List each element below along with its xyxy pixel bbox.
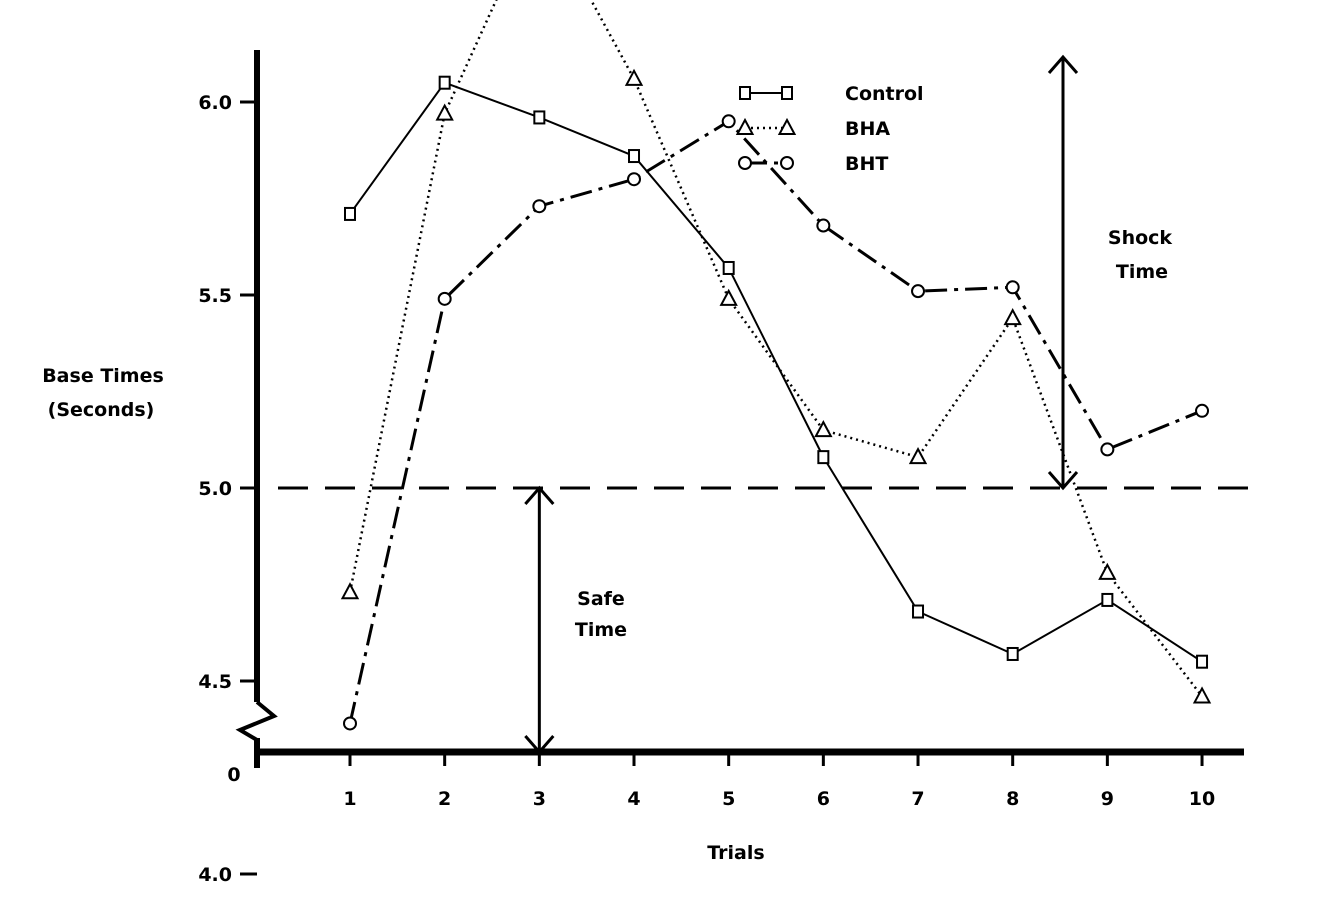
point-control-7 bbox=[912, 604, 925, 619]
shock-time-arrow-head-top bbox=[1047, 54, 1079, 74]
y-tick-label-6.0: 6.0 bbox=[198, 92, 232, 114]
x-tick-label-5: 5 bbox=[722, 788, 735, 810]
series-bht bbox=[343, 114, 1210, 731]
x-tick-label-9: 9 bbox=[1101, 788, 1114, 810]
axes bbox=[235, 50, 1244, 768]
y-tick-label-4.5: 4.5 bbox=[198, 671, 232, 693]
shock-time-label-line-1: Shock bbox=[1108, 227, 1173, 249]
point-bha-7 bbox=[908, 447, 928, 465]
safe-time-arrow bbox=[524, 485, 555, 755]
point-bht-7 bbox=[911, 284, 926, 299]
point-bht-10 bbox=[1195, 403, 1210, 418]
x-tick-label-10: 10 bbox=[1189, 788, 1215, 810]
point-bha-6 bbox=[814, 419, 833, 438]
legend-marker-bht-right bbox=[780, 156, 794, 170]
origin-label: 0 bbox=[227, 764, 240, 786]
point-control-6 bbox=[817, 450, 830, 465]
legend-label-bht: BHT bbox=[845, 153, 888, 175]
y-tick-label-4.0: 4.0 bbox=[198, 864, 232, 886]
point-control-1 bbox=[344, 206, 356, 221]
x-tick-label-7: 7 bbox=[911, 788, 924, 810]
series-line-bht bbox=[348, 119, 1203, 724]
point-bht-5 bbox=[721, 114, 736, 129]
legend-marker-bht-left bbox=[738, 156, 752, 170]
point-bha-10 bbox=[1192, 686, 1212, 704]
point-bha-2 bbox=[435, 103, 454, 121]
x-tick-label-4: 4 bbox=[627, 788, 640, 810]
safe-time-label-line-2: Time bbox=[575, 619, 627, 641]
legend-label-control: Control bbox=[845, 83, 924, 105]
y-ticks: 4.04.55.05.56.06.57.0 bbox=[198, 92, 257, 886]
point-control-2 bbox=[438, 75, 451, 90]
shock-time-arrow bbox=[1047, 54, 1079, 491]
x-tick-label-1: 1 bbox=[343, 788, 356, 810]
point-bha-4 bbox=[624, 68, 644, 86]
x-ticks: 1 2 3 4 5 6 7 8 9 10 bbox=[343, 752, 1215, 810]
series-layer bbox=[340, 0, 1212, 731]
y-axis-label-line-1: Base Times bbox=[42, 365, 164, 387]
shock-time-arrow-head-bottom bbox=[1047, 471, 1079, 491]
shock-time-label-line-2: Time bbox=[1116, 261, 1168, 283]
safe-time-arrow-head-top bbox=[524, 485, 555, 505]
x-tick-label-6: 6 bbox=[817, 788, 830, 810]
series-line-bha bbox=[348, 0, 1204, 698]
series-control bbox=[344, 75, 1209, 669]
y-axis-break-icon bbox=[235, 700, 278, 742]
point-bht-9 bbox=[1100, 442, 1115, 457]
point-control-10 bbox=[1196, 654, 1209, 669]
legend-marker-control-left bbox=[739, 86, 751, 100]
legend-marker-bha-left bbox=[735, 117, 755, 135]
legend-marker-bha-right bbox=[777, 117, 797, 135]
legend-label-bha: BHA bbox=[845, 118, 890, 140]
x-axis-label: Trials bbox=[707, 842, 764, 864]
series-line-control bbox=[349, 81, 1203, 663]
x-tick-label-3: 3 bbox=[533, 788, 546, 810]
point-control-5 bbox=[722, 260, 735, 275]
y-tick-label-5.0: 5.0 bbox=[198, 478, 232, 500]
point-control-8 bbox=[1006, 646, 1019, 661]
point-bht-8 bbox=[1005, 280, 1020, 295]
point-bha-5 bbox=[719, 288, 738, 306]
legend-marker-control-right bbox=[781, 86, 793, 100]
point-bha-9 bbox=[1098, 562, 1117, 580]
point-bha-8 bbox=[1003, 308, 1022, 326]
point-control-3 bbox=[533, 110, 546, 125]
point-bht-4 bbox=[627, 172, 642, 187]
point-control-9 bbox=[1101, 592, 1114, 607]
safe-time-label-line-1: Safe bbox=[577, 588, 625, 610]
point-bht-2 bbox=[437, 291, 452, 306]
point-control-4 bbox=[628, 149, 641, 164]
x-tick-label-8: 8 bbox=[1006, 788, 1019, 810]
series-bha bbox=[340, 0, 1212, 704]
point-bht-6 bbox=[816, 218, 831, 233]
y-axis-label-line-2: (Seconds) bbox=[48, 399, 155, 421]
y-tick-label-5.5: 5.5 bbox=[198, 285, 232, 307]
x-tick-label-2: 2 bbox=[438, 788, 451, 810]
legend: Control BHA BHT bbox=[735, 83, 924, 175]
point-bht-3 bbox=[532, 199, 547, 214]
point-bha-1 bbox=[340, 582, 360, 600]
point-bht-1 bbox=[343, 716, 357, 731]
